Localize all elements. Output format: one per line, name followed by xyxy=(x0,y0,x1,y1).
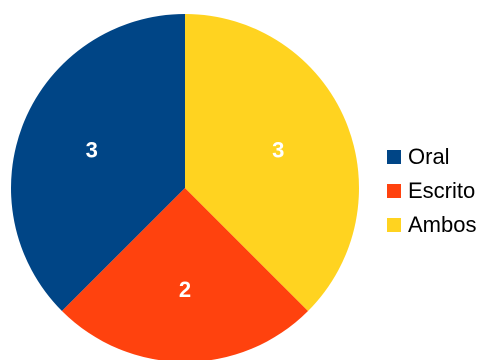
legend-label-oral: Oral xyxy=(408,144,450,169)
legend-label-escrito: Escrito xyxy=(408,178,476,203)
legend-swatch-ambos xyxy=(387,218,401,232)
slice-value-label-escrito: 2 xyxy=(179,277,191,302)
legend-swatch-oral xyxy=(387,150,401,164)
legend-swatch-escrito xyxy=(387,184,401,198)
chart-legend: Oral Escrito Ambos xyxy=(387,140,476,242)
pie-slice-oral xyxy=(10,14,186,312)
slice-value-label-oral: 3 xyxy=(86,137,98,162)
pie-slices xyxy=(10,14,359,360)
pie-slice-ambos xyxy=(185,14,359,312)
slice-value-label-ambos: 3 xyxy=(272,137,284,162)
legend-item-escrito: Escrito xyxy=(387,174,476,208)
legend-item-oral: Oral xyxy=(387,140,476,174)
pie-value-labels: 3 2 3 xyxy=(86,137,285,302)
legend-item-ambos: Ambos xyxy=(387,208,476,242)
legend-label-ambos: Ambos xyxy=(408,212,477,237)
pie-slice-escrito xyxy=(61,188,309,360)
